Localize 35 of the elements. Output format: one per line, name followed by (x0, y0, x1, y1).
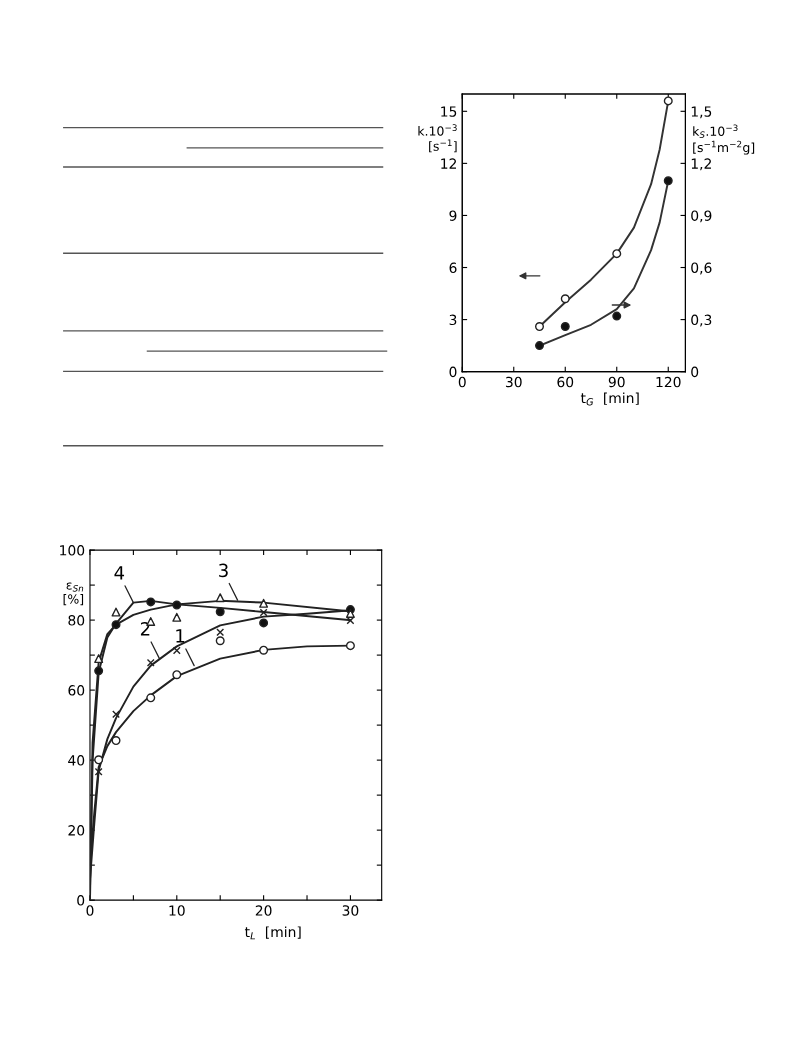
y-axis-title: ε$_{Sn}$ [%] (63, 582, 84, 606)
x-tick-label: 120 (656, 376, 681, 388)
x-tick-label: 0 (458, 376, 466, 388)
y-tick-label: 15 (441, 106, 457, 117)
text: k$_{S}$.10$^{−3}$ [s$^{−1}$m$^{−2}$g] (693, 124, 755, 155)
y-tick-label: 9 (449, 210, 457, 221)
y-tick-label: 0 (77, 895, 85, 906)
x-tick-label: 30 (505, 376, 522, 388)
annotation: 4 (114, 566, 125, 580)
x-tick-label: 90 (608, 376, 625, 388)
x-axis-title: t$_{L}$ [min] (244, 926, 301, 940)
annotation: 3 (219, 563, 228, 578)
y-tick-label: 0 (449, 366, 457, 378)
x-tick-label: 30 (342, 905, 359, 916)
y2-tick-label: 0,3 (691, 314, 712, 327)
y2-tick-label: 0,6 (691, 262, 712, 275)
text: k.10$^{−3}$ [s$^{−1}$] (418, 124, 457, 153)
annotation: 1 (176, 629, 185, 643)
x-tick-label: 20 (255, 905, 272, 916)
y-tick-label: 20 (68, 825, 85, 836)
y2-tick-label: 0,9 (691, 210, 712, 223)
y-tick-label: 60 (68, 685, 85, 696)
y-tick-label: 40 (68, 755, 85, 766)
y2-tick-label: 1,5 (691, 106, 712, 119)
y2-tick-label: 0 (691, 366, 699, 378)
x-tick-label: 60 (557, 376, 574, 388)
x-axis-title: t$_{G}$ [min] (580, 392, 639, 406)
y-tick-label: 6 (449, 262, 457, 273)
y2-tick-label: 1,2 (691, 158, 711, 171)
x-tick-label: 0 (86, 905, 94, 916)
y-tick-label: 3 (449, 314, 457, 326)
x-tick-label: 10 (169, 905, 185, 916)
y-tick-label: 80 (68, 615, 85, 626)
y-tick-label: 100 (60, 545, 85, 556)
y-tick-label: 12 (441, 158, 457, 169)
